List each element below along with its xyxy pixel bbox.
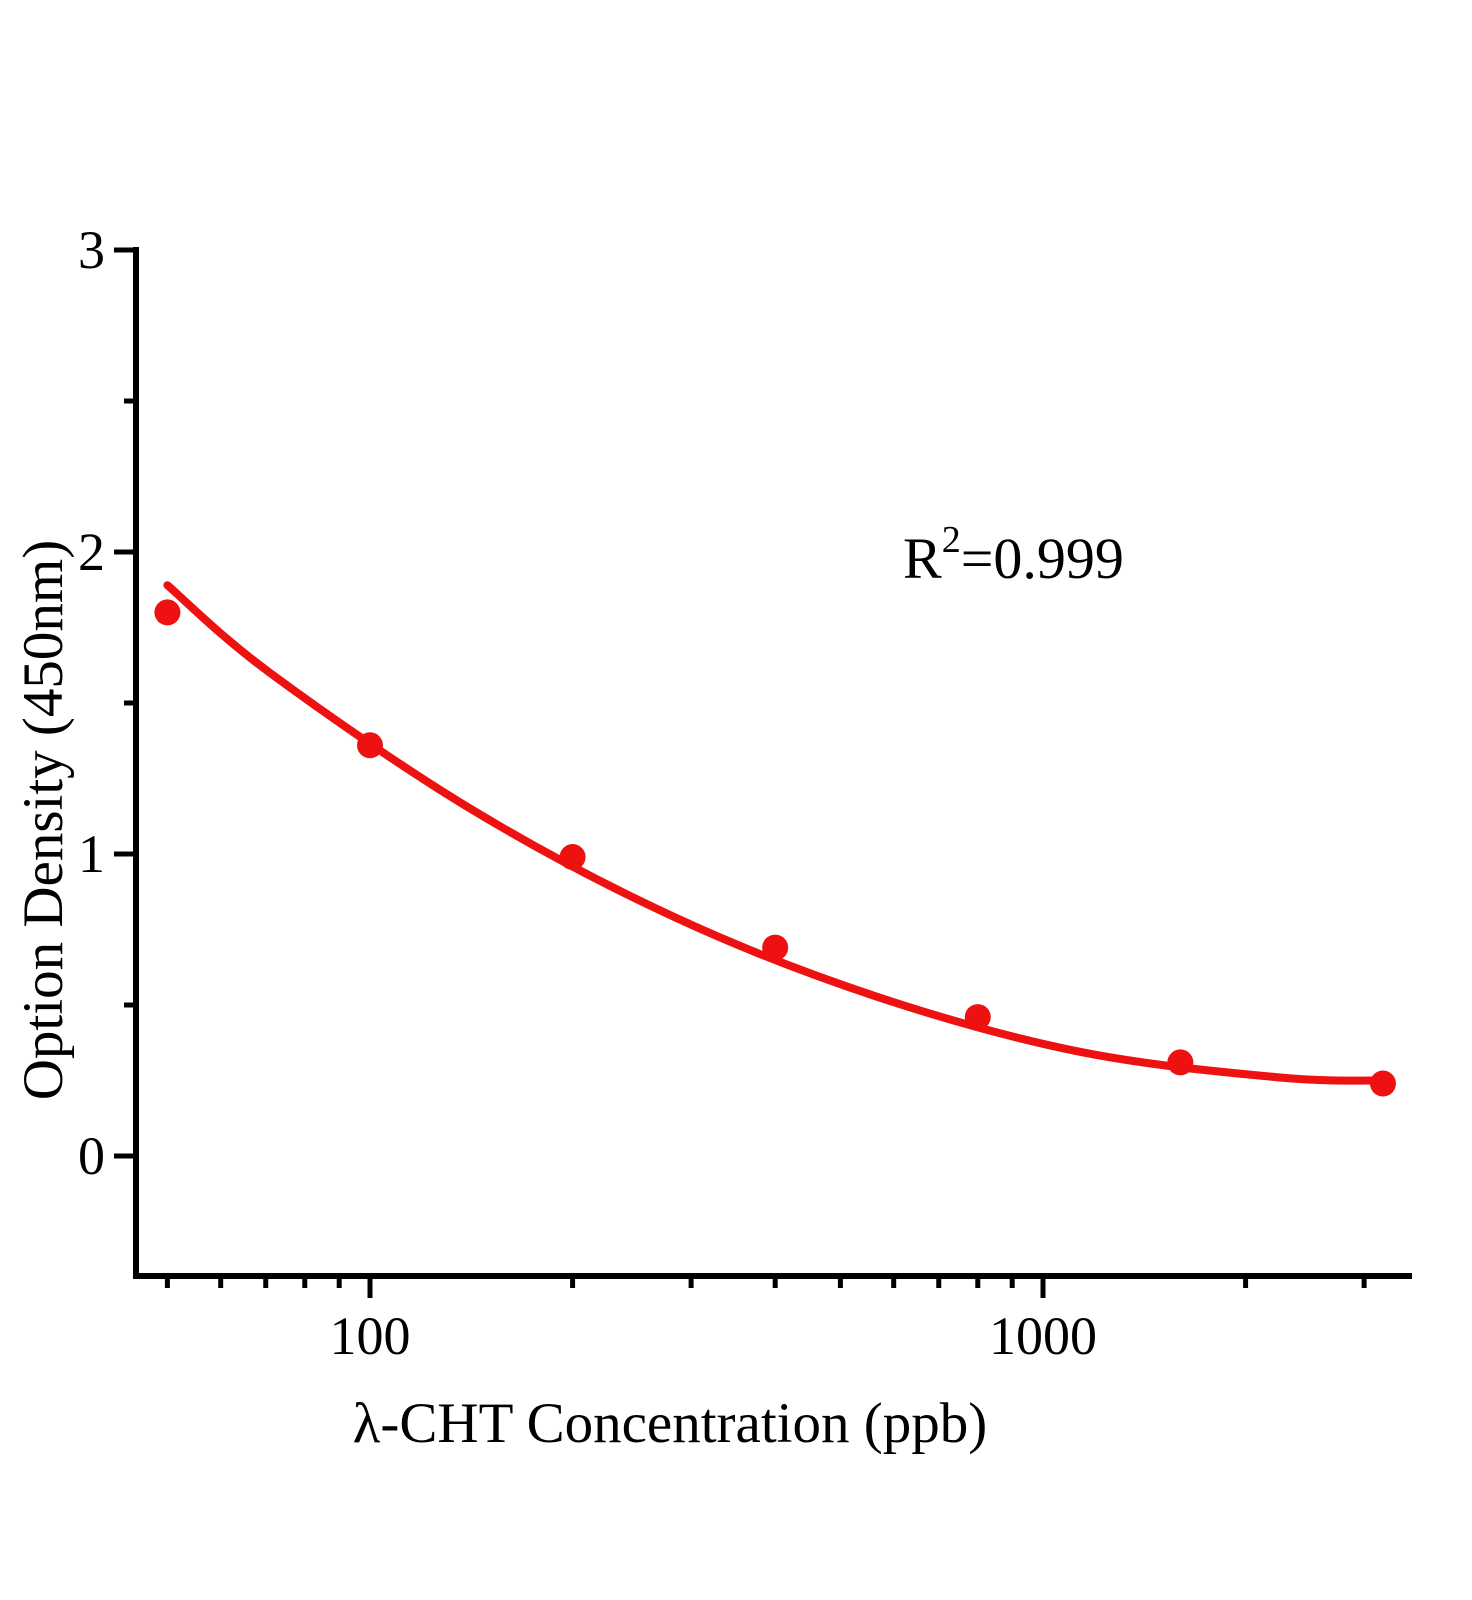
r-squared-base: R (903, 526, 942, 591)
data-points (154, 599, 1396, 1097)
x-axis-title: λ-CHT Concentration (ppb) (353, 1392, 987, 1455)
data-point (964, 1004, 991, 1031)
y-axis-title: Option Density (450nm) (12, 540, 75, 1100)
y-tick-label: 1 (78, 824, 105, 884)
r-squared-annotation: R2=0.999 (903, 519, 1124, 591)
data-point (154, 599, 181, 626)
y-axis-tick-labels: 0 1 2 3 (78, 220, 105, 1186)
x-tick-label: 1000 (989, 1306, 1097, 1366)
data-point (357, 732, 383, 759)
x-axis-tick-labels: 100 1000 (330, 1306, 1098, 1366)
data-point (1167, 1049, 1194, 1076)
fit-curve-line (163, 581, 1394, 1085)
x-axis-ticks (164, 1276, 1367, 1298)
r-squared-exponent: 2 (942, 519, 961, 561)
r-squared-value: =0.999 (961, 526, 1124, 591)
data-point (1369, 1070, 1396, 1097)
x-tick-label: 100 (330, 1306, 411, 1366)
data-point (559, 844, 586, 871)
y-tick-label: 3 (78, 220, 105, 280)
y-tick-label: 0 (78, 1126, 105, 1186)
y-tick-label: 2 (78, 522, 105, 582)
y-axis-ticks (114, 247, 138, 1159)
data-point (762, 934, 789, 961)
